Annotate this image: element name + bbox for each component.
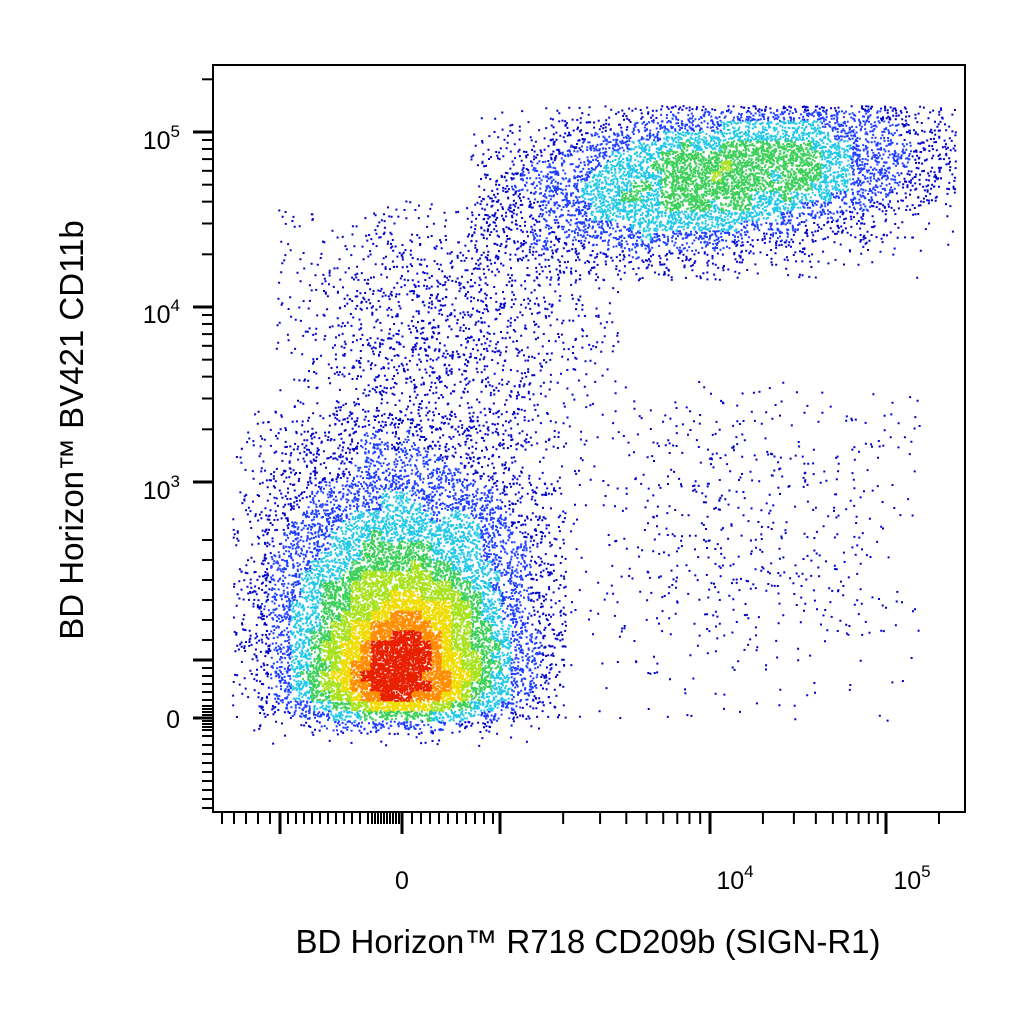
y-axis-ticks xyxy=(193,78,213,809)
y-axis-tick-labels: 0 103 104 105 xyxy=(143,122,180,734)
y-axis-title: BD Horizon™ BV421 CD11b xyxy=(53,220,90,639)
x-tick-label: 0 xyxy=(395,867,409,895)
x-axis-title: BD Horizon™ R718 CD209b (SIGN-R1) xyxy=(295,923,880,960)
plot-frame xyxy=(212,64,966,813)
density-level-5-points xyxy=(330,590,472,712)
x-axis-tick-labels: 0 104 105 xyxy=(395,862,931,895)
x-axis-ticks xyxy=(221,812,940,834)
density-level-7-points xyxy=(360,630,432,702)
x-tick-label: 105 xyxy=(893,862,930,895)
y-tick-label: 103 xyxy=(143,472,180,505)
y-tick-label: 104 xyxy=(143,296,180,329)
density-level-6-points xyxy=(350,610,452,702)
density-level-0-points xyxy=(232,105,957,747)
y-tick-label: 0 xyxy=(166,706,180,734)
density-level-4-points xyxy=(320,160,732,712)
x-tick-label: 104 xyxy=(716,862,753,895)
data-points-layer xyxy=(232,105,957,747)
y-tick-label: 105 xyxy=(143,122,180,155)
sparse-events-points xyxy=(570,381,921,721)
